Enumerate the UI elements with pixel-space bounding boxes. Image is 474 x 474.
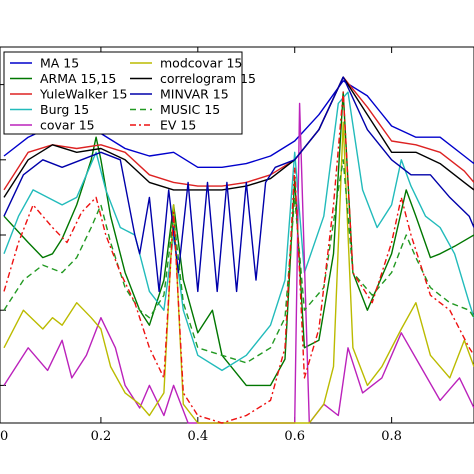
- legend-label-1: ARMA 15,15: [40, 71, 116, 86]
- series-line-3: [3, 91, 474, 372]
- x-tick-labels: 0 0.2 0.4 0.6 0.8: [0, 429, 402, 444]
- legend-box: [3, 51, 243, 135]
- legend-label-4: covar 15: [40, 118, 95, 133]
- x-tick-label-2: 0.4: [187, 429, 208, 444]
- legend-label-0: MA 15: [40, 56, 79, 71]
- series-line-9: [3, 91, 474, 424]
- series-line-7: [3, 76, 474, 293]
- x-tick-label-1: 0.2: [91, 429, 112, 444]
- legend-label-7: MINVAR 15: [160, 87, 229, 102]
- legend-label-9: EV 15: [160, 118, 196, 133]
- legend-label-2: YuleWalker 15: [39, 87, 127, 102]
- legend-label-6: correlogram 15: [160, 71, 256, 86]
- legend-label-3: Burg 15: [40, 102, 89, 117]
- series-line-8: [3, 159, 474, 364]
- x-tick-label-3: 0.6: [284, 429, 305, 444]
- legend-label-8: MUSIC 15: [160, 102, 220, 117]
- legend-label-5: modcovar 15: [160, 56, 242, 71]
- series-lines: [3, 76, 474, 424]
- series-line-1: [3, 91, 474, 387]
- x-tick-label-4: 0.8: [381, 429, 402, 444]
- x-tick-label-0: 0: [0, 429, 8, 444]
